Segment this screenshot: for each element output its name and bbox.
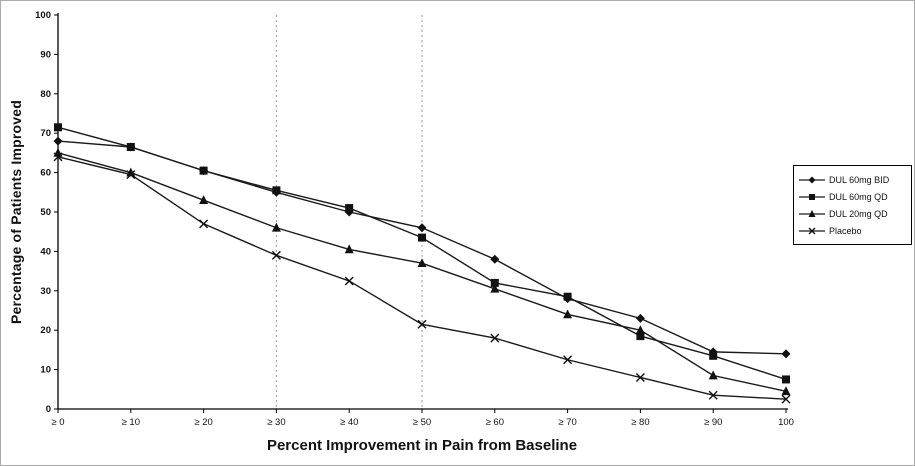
legend-item: DUL 20mg QD bbox=[798, 205, 908, 222]
triangle-marker-icon bbox=[781, 386, 791, 396]
triangle-marker-icon bbox=[635, 325, 645, 335]
triangle-marker-icon bbox=[563, 309, 573, 319]
x-tick-label: ≥ 80 bbox=[631, 417, 649, 428]
x-tick-label: ≥ 20 bbox=[194, 417, 212, 428]
x-marker-icon bbox=[490, 333, 500, 343]
x-tick-label: ≥ 50 bbox=[413, 417, 431, 428]
y-tick-label: 10 bbox=[40, 365, 51, 376]
x-marker-icon bbox=[635, 372, 645, 382]
legend-marker-sample bbox=[799, 193, 825, 200]
square-marker-icon bbox=[54, 123, 62, 132]
y-tick-label: 20 bbox=[40, 325, 51, 336]
x-marker-icon bbox=[808, 227, 816, 234]
x-tick-label: 100 bbox=[778, 417, 794, 428]
square-marker-icon bbox=[636, 332, 645, 341]
square-marker-icon bbox=[272, 186, 281, 195]
legend: DUL 60mg BID DUL 60mg QD DUL 20mg QD Placeb… bbox=[793, 165, 912, 245]
triangle-marker-icon bbox=[344, 244, 354, 254]
x-tick-label: ≥ 40 bbox=[340, 417, 358, 428]
legend-item: DUL 60mg QD bbox=[798, 188, 908, 205]
legend-label: Placebo bbox=[829, 225, 862, 236]
y-tick-label: 80 bbox=[40, 89, 51, 100]
legend-label: DUL 60mg QD bbox=[829, 191, 888, 202]
x-marker-icon bbox=[417, 319, 427, 329]
x-tick-label: ≥ 90 bbox=[704, 417, 722, 428]
y-tick-label: 90 bbox=[40, 49, 51, 60]
x-marker-icon bbox=[563, 355, 573, 365]
legend-marker-sample bbox=[799, 227, 825, 234]
y-tick-label: 40 bbox=[40, 246, 51, 257]
square-marker-icon bbox=[490, 278, 499, 287]
series-markers-dul-60mg-qd bbox=[54, 123, 790, 384]
x-marker-icon bbox=[344, 276, 354, 286]
triangle-marker-icon bbox=[53, 147, 63, 157]
triangle-marker-icon bbox=[199, 195, 209, 205]
diamond-marker-icon bbox=[53, 136, 63, 146]
square-marker-icon bbox=[199, 166, 208, 175]
x-marker-icon bbox=[781, 394, 791, 404]
square-marker-icon bbox=[418, 233, 426, 242]
square-marker-icon bbox=[563, 292, 572, 301]
diamond-marker-icon bbox=[781, 349, 791, 359]
square-marker-icon bbox=[809, 193, 815, 200]
legend-marker-sample bbox=[799, 176, 825, 183]
y-tick-label: 100 bbox=[35, 10, 51, 21]
series-line-placebo bbox=[57, 156, 787, 400]
diamond-marker-icon bbox=[490, 254, 500, 264]
y-tick-label: 0 bbox=[46, 404, 51, 415]
legend-label: DUL 60mg BID bbox=[829, 174, 890, 185]
x-marker-icon bbox=[53, 152, 63, 162]
y-tick-label: 70 bbox=[40, 128, 51, 139]
legend-item: Placebo bbox=[798, 222, 908, 239]
x-tick-label: ≥ 0 bbox=[51, 417, 64, 428]
diamond-marker-icon bbox=[808, 176, 816, 183]
x-tick-label: ≥ 30 bbox=[267, 417, 285, 428]
series-markers-placebo bbox=[53, 152, 791, 404]
legend-item: DUL 60mg BID bbox=[798, 171, 908, 188]
y-tick-label: 30 bbox=[40, 286, 51, 297]
y-tick-label: 60 bbox=[40, 168, 51, 179]
diamond-marker-icon bbox=[417, 223, 427, 233]
x-marker-icon bbox=[126, 170, 136, 180]
legend-marker-sample bbox=[799, 209, 825, 217]
x-tick-label: ≥ 10 bbox=[122, 417, 140, 428]
triangle-marker-icon bbox=[271, 222, 281, 232]
x-marker-icon bbox=[199, 219, 209, 229]
square-marker-icon bbox=[345, 204, 354, 213]
x-tick-label: ≥ 60 bbox=[486, 417, 504, 428]
x-marker-icon bbox=[708, 390, 718, 400]
square-marker-icon bbox=[709, 351, 718, 360]
triangle-marker-icon bbox=[490, 283, 500, 293]
x-tick-label: ≥ 70 bbox=[558, 417, 576, 428]
diamond-marker-icon bbox=[635, 313, 645, 323]
legend-label: DUL 20mg QD bbox=[829, 208, 888, 219]
y-tick-label: 50 bbox=[40, 207, 51, 218]
triangle-marker-icon bbox=[417, 258, 427, 268]
series-markers-dul-20mg-qd bbox=[53, 147, 791, 396]
triangle-marker-icon bbox=[808, 209, 816, 217]
square-marker-icon bbox=[126, 142, 135, 151]
square-marker-icon bbox=[782, 375, 790, 384]
x-axis-title: Percent Improvement in Pain from Baselin… bbox=[266, 437, 578, 454]
triangle-marker-icon bbox=[708, 370, 718, 380]
y-axis-title: Percentage of Patients Improved bbox=[8, 99, 24, 325]
x-marker-icon bbox=[271, 250, 281, 260]
